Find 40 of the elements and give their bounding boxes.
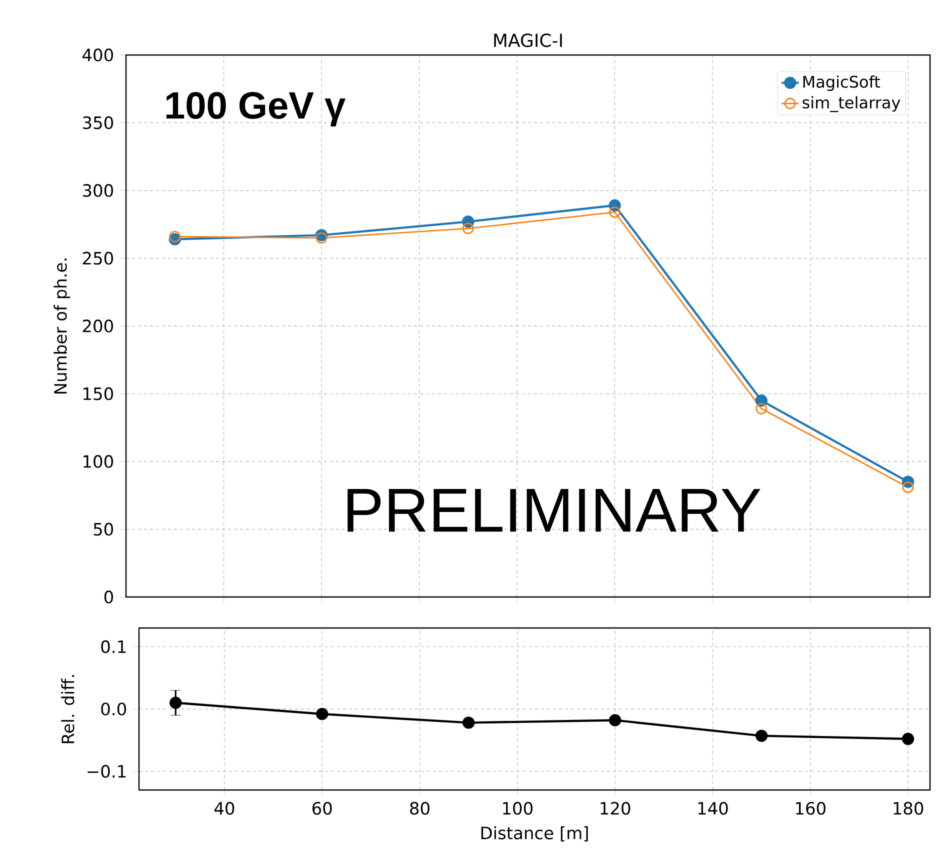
y-tick-label: 0	[104, 590, 114, 604]
x-tick-label: 40	[214, 802, 234, 815]
y-tick-label: 250	[82, 252, 113, 265]
y-tick-label: 50	[94, 522, 114, 536]
annotation: PRELIMINARY	[348, 488, 760, 532]
y-axis-title: Rel. diff.	[61, 675, 74, 744]
y-tick-label: 350	[82, 116, 113, 130]
point	[169, 230, 181, 242]
point	[902, 482, 914, 493]
point	[609, 206, 620, 218]
point	[756, 402, 768, 414]
x-tick-label: 60	[312, 802, 332, 815]
point	[316, 232, 328, 244]
x-tick-label: 140	[698, 802, 728, 815]
x-tick-label: 120	[600, 802, 630, 815]
point	[755, 730, 768, 742]
x-axis-title: Distance [m]	[481, 826, 588, 842]
y-tick-label: 300	[82, 184, 113, 197]
y-tick-label: −0.1	[88, 764, 126, 778]
annotation: 100 GeV γ	[166, 92, 346, 126]
point	[608, 714, 622, 726]
y-tick-label: 150	[84, 387, 113, 400]
y-tick-label: 100	[84, 455, 113, 468]
legend-label: sim_telarray	[802, 96, 900, 112]
point	[462, 222, 474, 234]
x-tick-label: 180	[894, 802, 924, 815]
legend-label: MagicSoft	[803, 75, 880, 91]
x-tick-label: 100	[503, 802, 533, 815]
y-tick-label: 0.0	[101, 702, 126, 716]
x-tick-label: 80	[410, 802, 430, 815]
point	[170, 696, 182, 709]
y-tick-label: 0.1	[101, 640, 126, 654]
chart-title: MAGIC-I	[494, 34, 562, 48]
y-axis-title: Number of ph.e.	[54, 258, 70, 394]
x-tick-label: 160	[796, 802, 826, 815]
point	[462, 716, 475, 729]
y-tick-label: 200	[82, 320, 113, 332]
point	[316, 708, 328, 720]
point	[902, 732, 914, 746]
y-tick-label: 400	[82, 48, 113, 62]
